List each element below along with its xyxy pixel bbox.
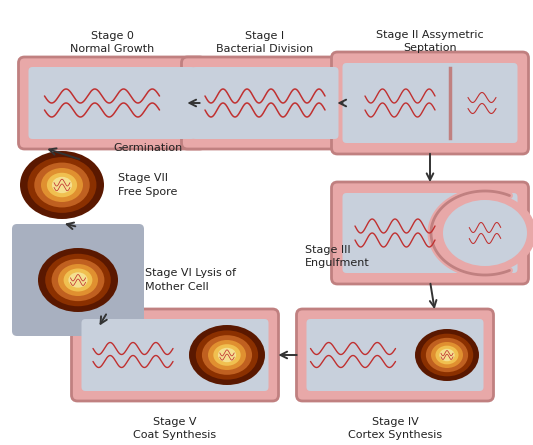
Ellipse shape [426, 338, 468, 372]
Ellipse shape [58, 264, 98, 296]
Ellipse shape [41, 168, 83, 202]
Ellipse shape [47, 173, 77, 197]
FancyBboxPatch shape [306, 319, 483, 391]
Ellipse shape [434, 193, 533, 273]
FancyBboxPatch shape [71, 309, 279, 401]
Ellipse shape [415, 329, 479, 381]
Ellipse shape [421, 334, 473, 376]
Ellipse shape [435, 346, 458, 364]
Text: Stage III
Engulfment: Stage III Engulfment [305, 245, 370, 268]
Ellipse shape [68, 272, 87, 287]
Ellipse shape [218, 348, 236, 362]
Text: Stage 0
Normal Growth: Stage 0 Normal Growth [70, 31, 154, 54]
Ellipse shape [431, 342, 463, 368]
Ellipse shape [202, 335, 252, 375]
Text: Stage IV
Cortex Synthesis: Stage IV Cortex Synthesis [348, 417, 442, 440]
Ellipse shape [28, 157, 96, 213]
Ellipse shape [213, 344, 241, 366]
Ellipse shape [34, 162, 90, 207]
FancyBboxPatch shape [449, 67, 513, 139]
Ellipse shape [208, 340, 246, 370]
Ellipse shape [20, 151, 104, 219]
FancyBboxPatch shape [19, 57, 206, 149]
FancyBboxPatch shape [12, 224, 144, 336]
Ellipse shape [443, 200, 527, 266]
Ellipse shape [189, 325, 265, 385]
Ellipse shape [45, 254, 111, 306]
Ellipse shape [63, 268, 92, 291]
Text: Stage II Assymetric
Septation: Stage II Assymetric Septation [376, 30, 484, 53]
Ellipse shape [38, 248, 118, 312]
FancyBboxPatch shape [332, 52, 529, 154]
Ellipse shape [439, 349, 455, 361]
Text: Stage VI Lysis of
Mother Cell: Stage VI Lysis of Mother Cell [145, 268, 236, 291]
FancyBboxPatch shape [182, 57, 349, 149]
Text: Stage I
Bacterial Division: Stage I Bacterial Division [216, 31, 313, 54]
Text: Stage V
Coat Synthesis: Stage V Coat Synthesis [133, 417, 216, 440]
Ellipse shape [196, 330, 258, 380]
FancyBboxPatch shape [82, 319, 269, 391]
FancyBboxPatch shape [343, 193, 518, 273]
FancyBboxPatch shape [296, 309, 494, 401]
Ellipse shape [52, 259, 104, 301]
FancyBboxPatch shape [332, 182, 529, 284]
Ellipse shape [52, 177, 72, 193]
FancyBboxPatch shape [343, 63, 518, 143]
Text: Stage VII
Free Spore: Stage VII Free Spore [118, 174, 177, 197]
Text: Germination: Germination [114, 143, 183, 153]
FancyBboxPatch shape [191, 67, 338, 139]
FancyBboxPatch shape [346, 67, 451, 139]
FancyBboxPatch shape [28, 67, 196, 139]
